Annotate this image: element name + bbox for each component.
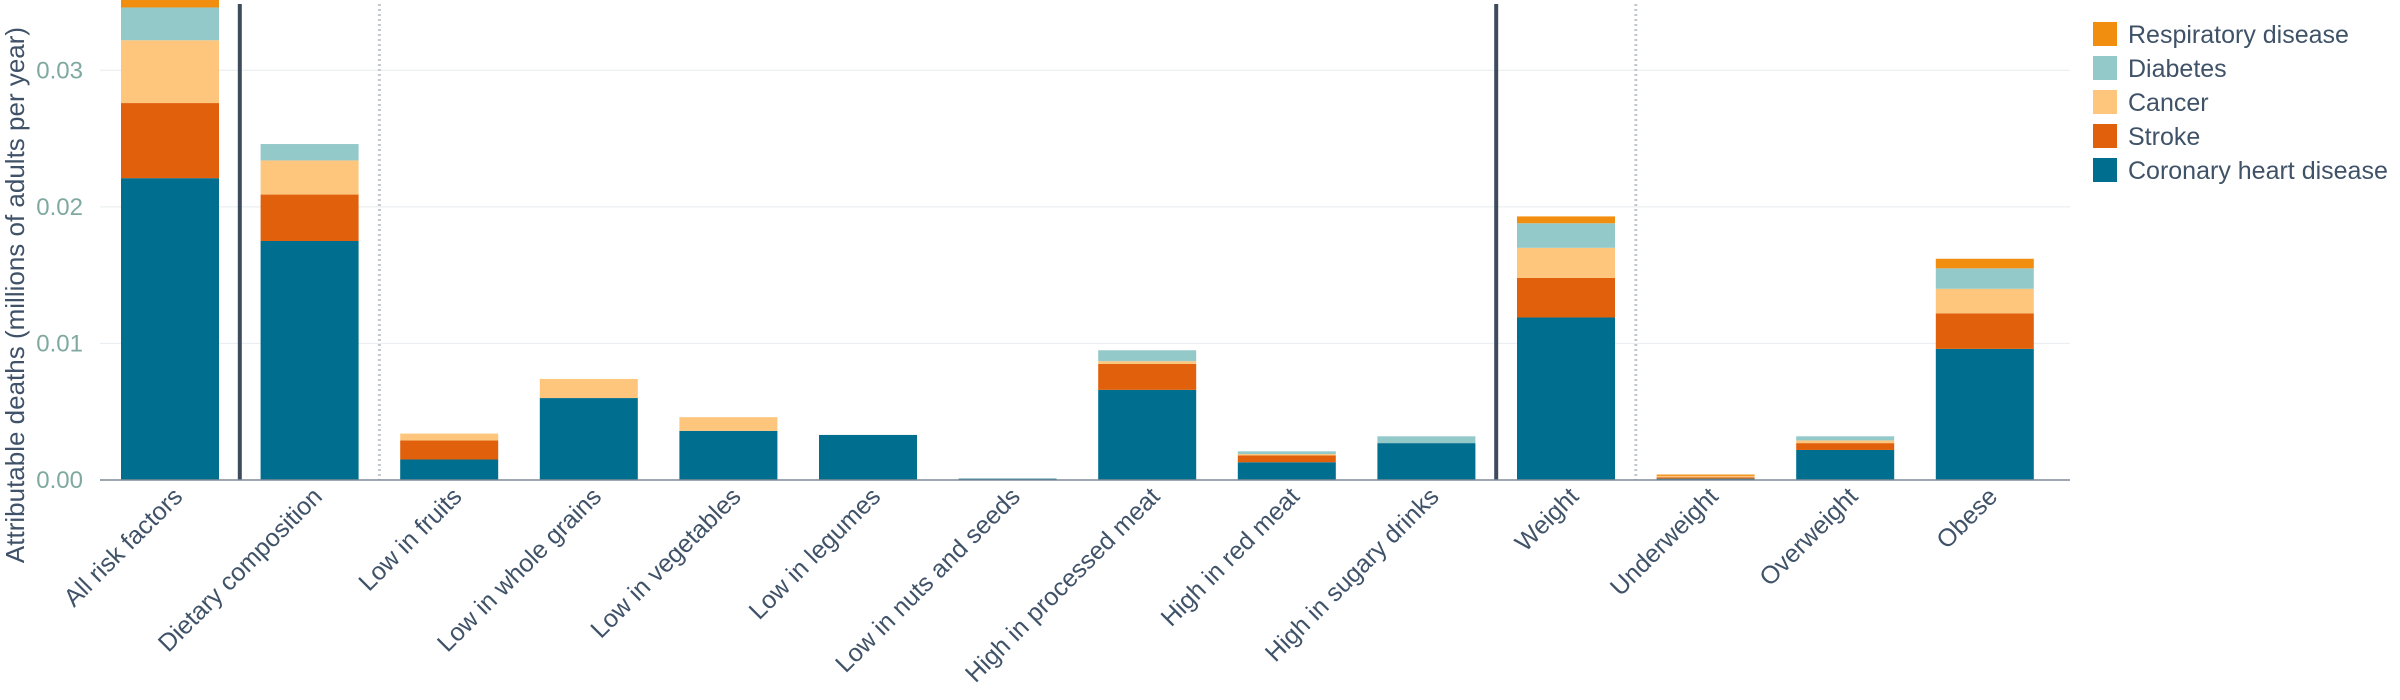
bar-segment <box>400 440 499 460</box>
bar-stack <box>1935 258 2034 480</box>
bar-segment <box>1517 223 1615 248</box>
bar-segment <box>1237 451 1336 455</box>
bar-segment <box>539 398 638 480</box>
bar-segment <box>539 378 638 399</box>
bar-segment <box>260 194 359 241</box>
bars <box>121 0 2034 481</box>
bar-segment <box>260 241 359 480</box>
x-tick-label: All risk factors <box>58 482 188 612</box>
bar-segment <box>1098 363 1197 390</box>
bar-segment <box>260 144 359 161</box>
bar-segment <box>1935 268 2034 289</box>
x-tick-label: Obese <box>1931 482 2003 554</box>
legend: Respiratory disease Diabetes Cancer Stroke C… <box>2093 21 2388 185</box>
bar-segment <box>121 40 219 104</box>
bar-segment <box>1377 436 1476 444</box>
bar-segment <box>400 433 499 441</box>
bar-stack <box>260 144 359 480</box>
y-tick-label: 0.00 <box>36 467 83 494</box>
bar-segment <box>1517 277 1615 318</box>
bar-segment <box>1237 455 1336 463</box>
bar-segment <box>819 434 917 480</box>
legend-swatch <box>2093 90 2117 114</box>
bar-stack <box>679 417 778 480</box>
bar-stack <box>1237 451 1336 480</box>
bar-segment <box>121 7 219 41</box>
bar-segment <box>260 160 359 195</box>
bar-segment <box>1656 477 1755 479</box>
x-tick-label: Low in vegetables <box>585 482 746 643</box>
bar-segment <box>121 103 219 179</box>
bar-segment <box>1098 350 1197 362</box>
bar-segment <box>1796 440 1895 444</box>
bar-segment <box>121 0 219 8</box>
bar-segment <box>1098 361 1197 364</box>
bar-segment <box>1656 475 1755 478</box>
legend-swatch <box>2093 22 2117 46</box>
y-tick-label: 0.01 <box>36 330 83 357</box>
bar-segment <box>1796 443 1895 450</box>
bar-segment <box>1796 436 1895 441</box>
bar-stack <box>1377 436 1476 480</box>
x-tick-label: Low in fruits <box>353 482 467 596</box>
x-tick-label: High in red meat <box>1156 482 1306 632</box>
bar-segment <box>679 430 778 480</box>
x-tick-label: Low in legumes <box>744 482 887 625</box>
bar-segment <box>400 459 499 480</box>
bar-segment <box>1935 288 2034 314</box>
legend-label: Cancer <box>2128 89 2209 117</box>
y-axis-ticks: 0.00 0.01 0.02 0.03 <box>36 57 83 494</box>
bar-stack <box>121 0 219 481</box>
bar-segment <box>1237 454 1336 456</box>
bar-segment <box>1656 474 1755 476</box>
group-separators <box>237 4 1638 480</box>
legend-label: Respiratory disease <box>2128 21 2349 49</box>
legend-label: Stroke <box>2128 123 2200 151</box>
bar-stack <box>1098 350 1197 480</box>
legend-label: Diabetes <box>2128 55 2227 83</box>
bar-segment <box>1796 449 1895 480</box>
bar-stack <box>400 433 499 480</box>
bar-segment <box>679 417 778 431</box>
bar-segment <box>121 178 219 481</box>
x-tick-label: Underweight <box>1605 482 1724 601</box>
bar-segment <box>1237 462 1336 480</box>
bar-segment <box>1935 348 2034 480</box>
legend-swatch <box>2093 56 2117 80</box>
legend-swatch <box>2093 158 2117 182</box>
bar-segment <box>1935 258 2034 269</box>
x-tick-label: Weight <box>1510 482 1585 557</box>
bar-stack <box>539 378 638 480</box>
bar-segment <box>1517 317 1615 480</box>
bar-segment <box>1098 389 1197 480</box>
bar-segment <box>1517 247 1615 278</box>
bar-segment <box>1517 216 1615 224</box>
bar-segment <box>1935 313 2034 349</box>
bar-segment <box>1377 443 1476 480</box>
x-tick-label: Overweight <box>1754 482 1863 591</box>
legend-label: Coronary heart disease <box>2128 157 2388 185</box>
bar-stack <box>1796 436 1895 480</box>
y-tick-label: 0.02 <box>36 194 83 221</box>
bar-stack <box>1517 216 1615 480</box>
bar-stack <box>819 434 917 480</box>
y-axis-title: Attributable deaths (millions of adults … <box>0 27 30 563</box>
legend-swatch <box>2093 124 2117 148</box>
gridlines <box>100 69 2070 345</box>
bar-stack <box>1656 474 1755 480</box>
y-tick-label: 0.03 <box>36 57 83 84</box>
